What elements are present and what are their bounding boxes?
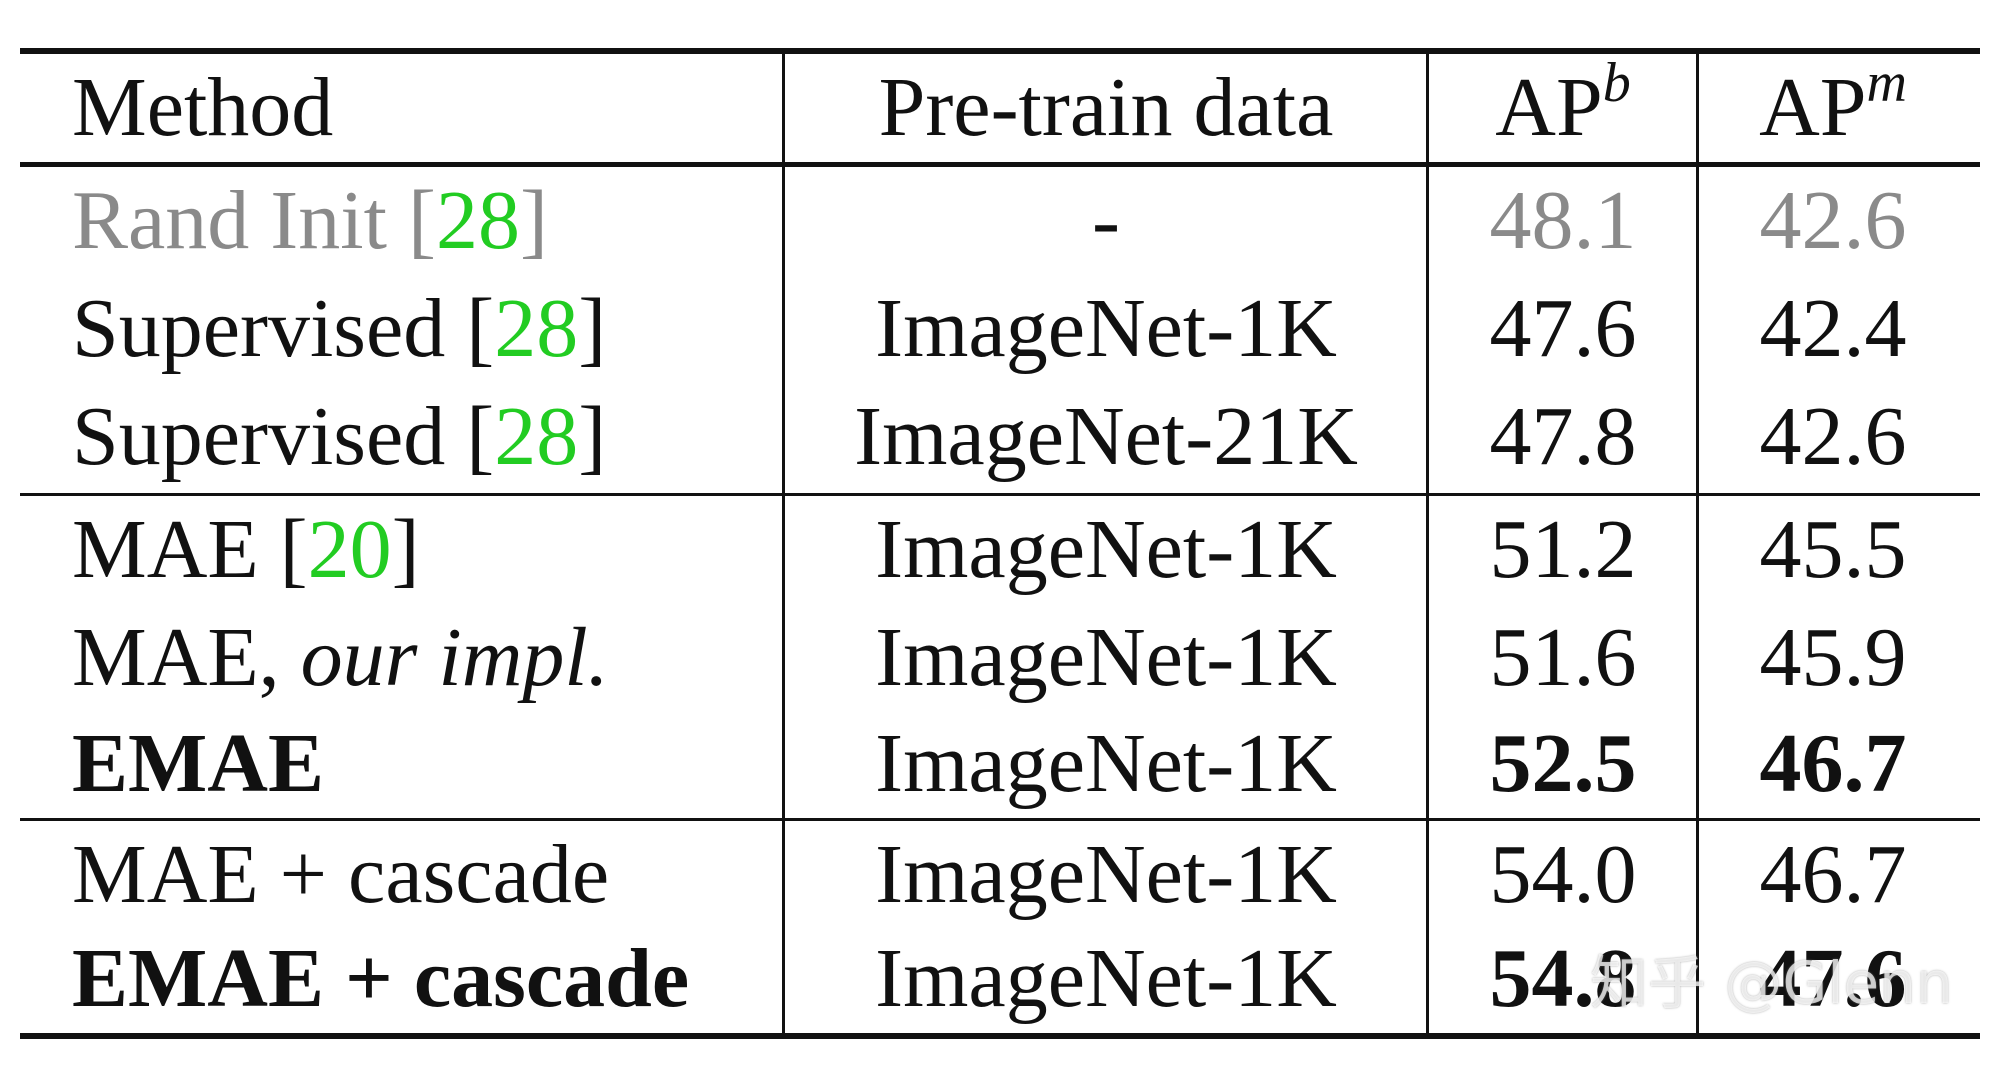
apb-cell: 54.0 xyxy=(1489,828,1637,921)
column-divider-2 xyxy=(1426,54,1429,1033)
apb-cell: 51.2 xyxy=(1489,503,1637,596)
header-row: Method Pre-train data APb APm xyxy=(0,54,2000,162)
table-row: MAE, our impl. ImageNet-1K 51.6 45.9 xyxy=(0,604,2000,712)
citation: 20 xyxy=(307,503,392,596)
data-cell: ImageNet-1K xyxy=(875,717,1337,810)
method-cell: Rand Init [28] xyxy=(72,174,548,267)
table-row: Supervised [28] ImageNet-21K 47.8 42.6 xyxy=(0,383,2000,491)
group-rule-2 xyxy=(20,818,1980,821)
apm-cell: 42.6 xyxy=(1759,174,1907,267)
method-cell: MAE, our impl. xyxy=(72,611,609,704)
apm-cell: 46.7 xyxy=(1759,717,1907,810)
method-cell: Supervised [28] xyxy=(72,282,607,375)
apm-cell: 42.4 xyxy=(1759,282,1907,375)
method-cell: EMAE xyxy=(72,717,324,810)
citation: 28 xyxy=(494,282,579,375)
zhihu-watermark: 知乎 @Glenn xyxy=(1590,949,1953,1017)
table-row: Rand Init [28] - 48.1 42.6 xyxy=(0,167,2000,275)
method-cell: Supervised [28] xyxy=(72,390,607,483)
apm-cell: 46.7 xyxy=(1759,828,1907,921)
citation: 28 xyxy=(494,390,579,483)
header-rule xyxy=(20,162,1980,167)
data-cell: ImageNet-1K xyxy=(875,282,1337,375)
top-rule xyxy=(20,48,1980,54)
data-cell: ImageNet-1K xyxy=(875,503,1337,596)
method-cell: MAE + cascade xyxy=(72,828,610,921)
column-divider-3 xyxy=(1696,54,1699,1033)
apb-cell: 47.6 xyxy=(1489,282,1637,375)
table-row: EMAE ImageNet-1K 52.5 46.7 xyxy=(0,710,2000,818)
method-note: our impl. xyxy=(300,611,609,704)
data-cell: ImageNet-1K xyxy=(875,611,1337,704)
header-method: Method xyxy=(72,61,334,154)
table-row: EMAE + cascade ImageNet-1K 54.8 47.6 xyxy=(0,925,2000,1033)
column-divider-1 xyxy=(782,54,785,1033)
apb-cell: 52.5 xyxy=(1489,717,1637,810)
header-pretrain-data: Pre-train data xyxy=(878,61,1334,154)
table-row: MAE [20] ImageNet-1K 51.2 45.5 xyxy=(0,496,2000,604)
method-cell: MAE [20] xyxy=(72,503,420,596)
apm-cell: 45.5 xyxy=(1759,503,1907,596)
header-apm: APm xyxy=(1759,52,1907,154)
bottom-rule xyxy=(20,1033,1980,1039)
data-cell: ImageNet-21K xyxy=(854,390,1358,483)
data-cell: - xyxy=(1092,174,1120,267)
table-row: Supervised [28] ImageNet-1K 47.6 42.4 xyxy=(0,275,2000,383)
header-apb: APb xyxy=(1495,52,1631,154)
table-row: MAE + cascade ImageNet-1K 54.0 46.7 xyxy=(0,821,2000,929)
apm-cell: 45.9 xyxy=(1759,611,1907,704)
apb-cell: 51.6 xyxy=(1489,611,1637,704)
method-cell: EMAE + cascade xyxy=(72,932,690,1025)
apb-cell: 47.8 xyxy=(1489,390,1637,483)
data-cell: ImageNet-1K xyxy=(875,828,1337,921)
apm-cell: 47.6 xyxy=(1759,932,1907,1025)
group-rule-1 xyxy=(20,493,1980,496)
citation: 28 xyxy=(435,174,520,267)
data-cell: ImageNet-1K xyxy=(875,932,1337,1025)
apm-cell: 42.6 xyxy=(1759,390,1907,483)
apb-cell: 48.1 xyxy=(1489,174,1637,267)
apb-cell: 54.8 xyxy=(1489,932,1637,1025)
